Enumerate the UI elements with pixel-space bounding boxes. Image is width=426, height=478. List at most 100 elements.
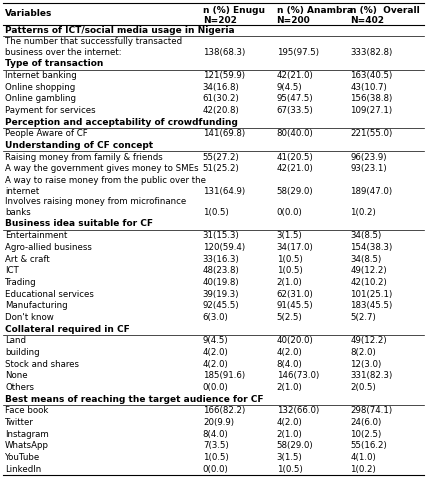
Text: WhatsApp: WhatsApp: [5, 441, 49, 450]
Text: 62(31.0): 62(31.0): [276, 290, 313, 299]
Text: 156(38.8): 156(38.8): [349, 94, 391, 103]
Text: Entertainment: Entertainment: [5, 231, 67, 240]
Text: 1(0.5): 1(0.5): [276, 254, 302, 263]
Text: 3(1.5): 3(1.5): [276, 453, 302, 462]
Text: n (%) Anambra
N=200: n (%) Anambra N=200: [276, 6, 352, 25]
Text: 67(33.5): 67(33.5): [276, 106, 313, 115]
Text: The number that successfully transacted: The number that successfully transacted: [5, 37, 182, 46]
Text: 221(55.0): 221(55.0): [349, 130, 391, 139]
Text: internet: internet: [5, 186, 39, 196]
Text: 0(0.0): 0(0.0): [202, 465, 228, 474]
Text: 58(29.0): 58(29.0): [276, 441, 312, 450]
Text: 2(1.0): 2(1.0): [276, 278, 302, 287]
Text: 34(8.5): 34(8.5): [349, 254, 380, 263]
Text: 10(2.5): 10(2.5): [349, 430, 380, 439]
Text: 333(82.8): 333(82.8): [349, 48, 391, 57]
Text: 1(0.5): 1(0.5): [202, 453, 228, 462]
Text: n (%) Enugu
N=202: n (%) Enugu N=202: [202, 6, 264, 25]
Text: 96(23.9): 96(23.9): [349, 153, 386, 162]
Text: Patterns of ICT/social media usage in Nigeria: Patterns of ICT/social media usage in Ni…: [5, 26, 234, 35]
Text: 189(47.0): 189(47.0): [349, 186, 391, 196]
Text: Collateral required in CF: Collateral required in CF: [5, 325, 130, 334]
Text: 41(20.5): 41(20.5): [276, 153, 313, 162]
Text: 5(2.5): 5(2.5): [276, 313, 302, 322]
Text: Best means of reaching the target audience for CF: Best means of reaching the target audien…: [5, 395, 263, 403]
Text: Face book: Face book: [5, 406, 48, 415]
Text: 132(66.0): 132(66.0): [276, 406, 318, 415]
Text: 6(3.0): 6(3.0): [202, 313, 228, 322]
Text: ICT: ICT: [5, 266, 19, 275]
Text: 42(20.8): 42(20.8): [202, 106, 239, 115]
Text: Business idea suitable for CF: Business idea suitable for CF: [5, 219, 153, 228]
Text: Don't know: Don't know: [5, 313, 54, 322]
Text: 49(12.2): 49(12.2): [349, 266, 386, 275]
Text: banks: banks: [5, 208, 31, 217]
Text: business over the internet:: business over the internet:: [5, 48, 121, 57]
Text: 61(30.2): 61(30.2): [202, 94, 239, 103]
Text: Understanding of CF concept: Understanding of CF concept: [5, 141, 153, 150]
Text: Twitter: Twitter: [5, 418, 34, 427]
Text: 4(2.0): 4(2.0): [202, 348, 228, 357]
Text: 0(0.0): 0(0.0): [202, 383, 228, 392]
Text: n (%)  Overall
N=402: n (%) Overall N=402: [349, 6, 419, 25]
Text: 131(64.9): 131(64.9): [202, 186, 245, 196]
Text: Art & craft: Art & craft: [5, 254, 50, 263]
Text: Variables: Variables: [5, 10, 52, 18]
Text: 31(15.3): 31(15.3): [202, 231, 239, 240]
Text: 34(17.0): 34(17.0): [276, 243, 313, 252]
Text: Involves raising money from microfinance: Involves raising money from microfinance: [5, 197, 186, 206]
Text: 1(0.2): 1(0.2): [349, 465, 375, 474]
Text: 42(21.0): 42(21.0): [276, 71, 313, 80]
Text: 2(1.0): 2(1.0): [276, 430, 302, 439]
Text: Trading: Trading: [5, 278, 37, 287]
Text: YouTube: YouTube: [5, 453, 40, 462]
Text: None: None: [5, 371, 28, 380]
Text: 55(16.2): 55(16.2): [349, 441, 386, 450]
Text: 55(27.2): 55(27.2): [202, 153, 239, 162]
Text: 40(20.0): 40(20.0): [276, 336, 313, 345]
Text: 34(16.8): 34(16.8): [202, 83, 239, 92]
Text: 8(4.0): 8(4.0): [202, 430, 228, 439]
Text: 1(0.5): 1(0.5): [202, 208, 228, 217]
Text: Land: Land: [5, 336, 26, 345]
Text: 7(3.5): 7(3.5): [202, 441, 228, 450]
Text: 40(19.8): 40(19.8): [202, 278, 239, 287]
Text: 331(82.3): 331(82.3): [349, 371, 391, 380]
Text: building: building: [5, 348, 40, 357]
Text: Manufacturing: Manufacturing: [5, 301, 67, 310]
Text: Online gambling: Online gambling: [5, 94, 76, 103]
Text: 4(1.0): 4(1.0): [349, 453, 375, 462]
Text: 20(9.9): 20(9.9): [202, 418, 233, 427]
Text: 183(45.5): 183(45.5): [349, 301, 391, 310]
Text: 298(74.1): 298(74.1): [349, 406, 391, 415]
Text: 33(16.3): 33(16.3): [202, 254, 239, 263]
Text: 91(45.5): 91(45.5): [276, 301, 312, 310]
Text: Raising money from family & friends: Raising money from family & friends: [5, 153, 162, 162]
Text: 0(0.0): 0(0.0): [276, 208, 302, 217]
Text: 121(59.9): 121(59.9): [202, 71, 244, 80]
Text: 58(29.0): 58(29.0): [276, 186, 312, 196]
Text: 42(10.2): 42(10.2): [349, 278, 386, 287]
Text: Internet banking: Internet banking: [5, 71, 77, 80]
Text: Type of transaction: Type of transaction: [5, 59, 103, 68]
Text: Educational services: Educational services: [5, 290, 94, 299]
Text: 8(2.0): 8(2.0): [349, 348, 375, 357]
Text: 95(47.5): 95(47.5): [276, 94, 312, 103]
Text: 166(82.2): 166(82.2): [202, 406, 245, 415]
Text: Online shopping: Online shopping: [5, 83, 75, 92]
Text: People Aware of CF: People Aware of CF: [5, 130, 88, 139]
Text: 39(19.3): 39(19.3): [202, 290, 239, 299]
Text: 51(25.2): 51(25.2): [202, 164, 239, 174]
Text: Perception and acceptability of crowdfunding: Perception and acceptability of crowdfun…: [5, 118, 237, 127]
Text: 4(2.0): 4(2.0): [276, 348, 302, 357]
Text: 4(2.0): 4(2.0): [202, 359, 228, 369]
Text: 1(0.2): 1(0.2): [349, 208, 375, 217]
Text: Agro-allied business: Agro-allied business: [5, 243, 92, 252]
Text: 185(91.6): 185(91.6): [202, 371, 245, 380]
Text: 48(23.8): 48(23.8): [202, 266, 239, 275]
Text: 1(0.5): 1(0.5): [276, 266, 302, 275]
Text: Stock and shares: Stock and shares: [5, 359, 79, 369]
Text: 42(21.0): 42(21.0): [276, 164, 313, 174]
Text: Others: Others: [5, 383, 34, 392]
Text: 9(4.5): 9(4.5): [276, 83, 302, 92]
